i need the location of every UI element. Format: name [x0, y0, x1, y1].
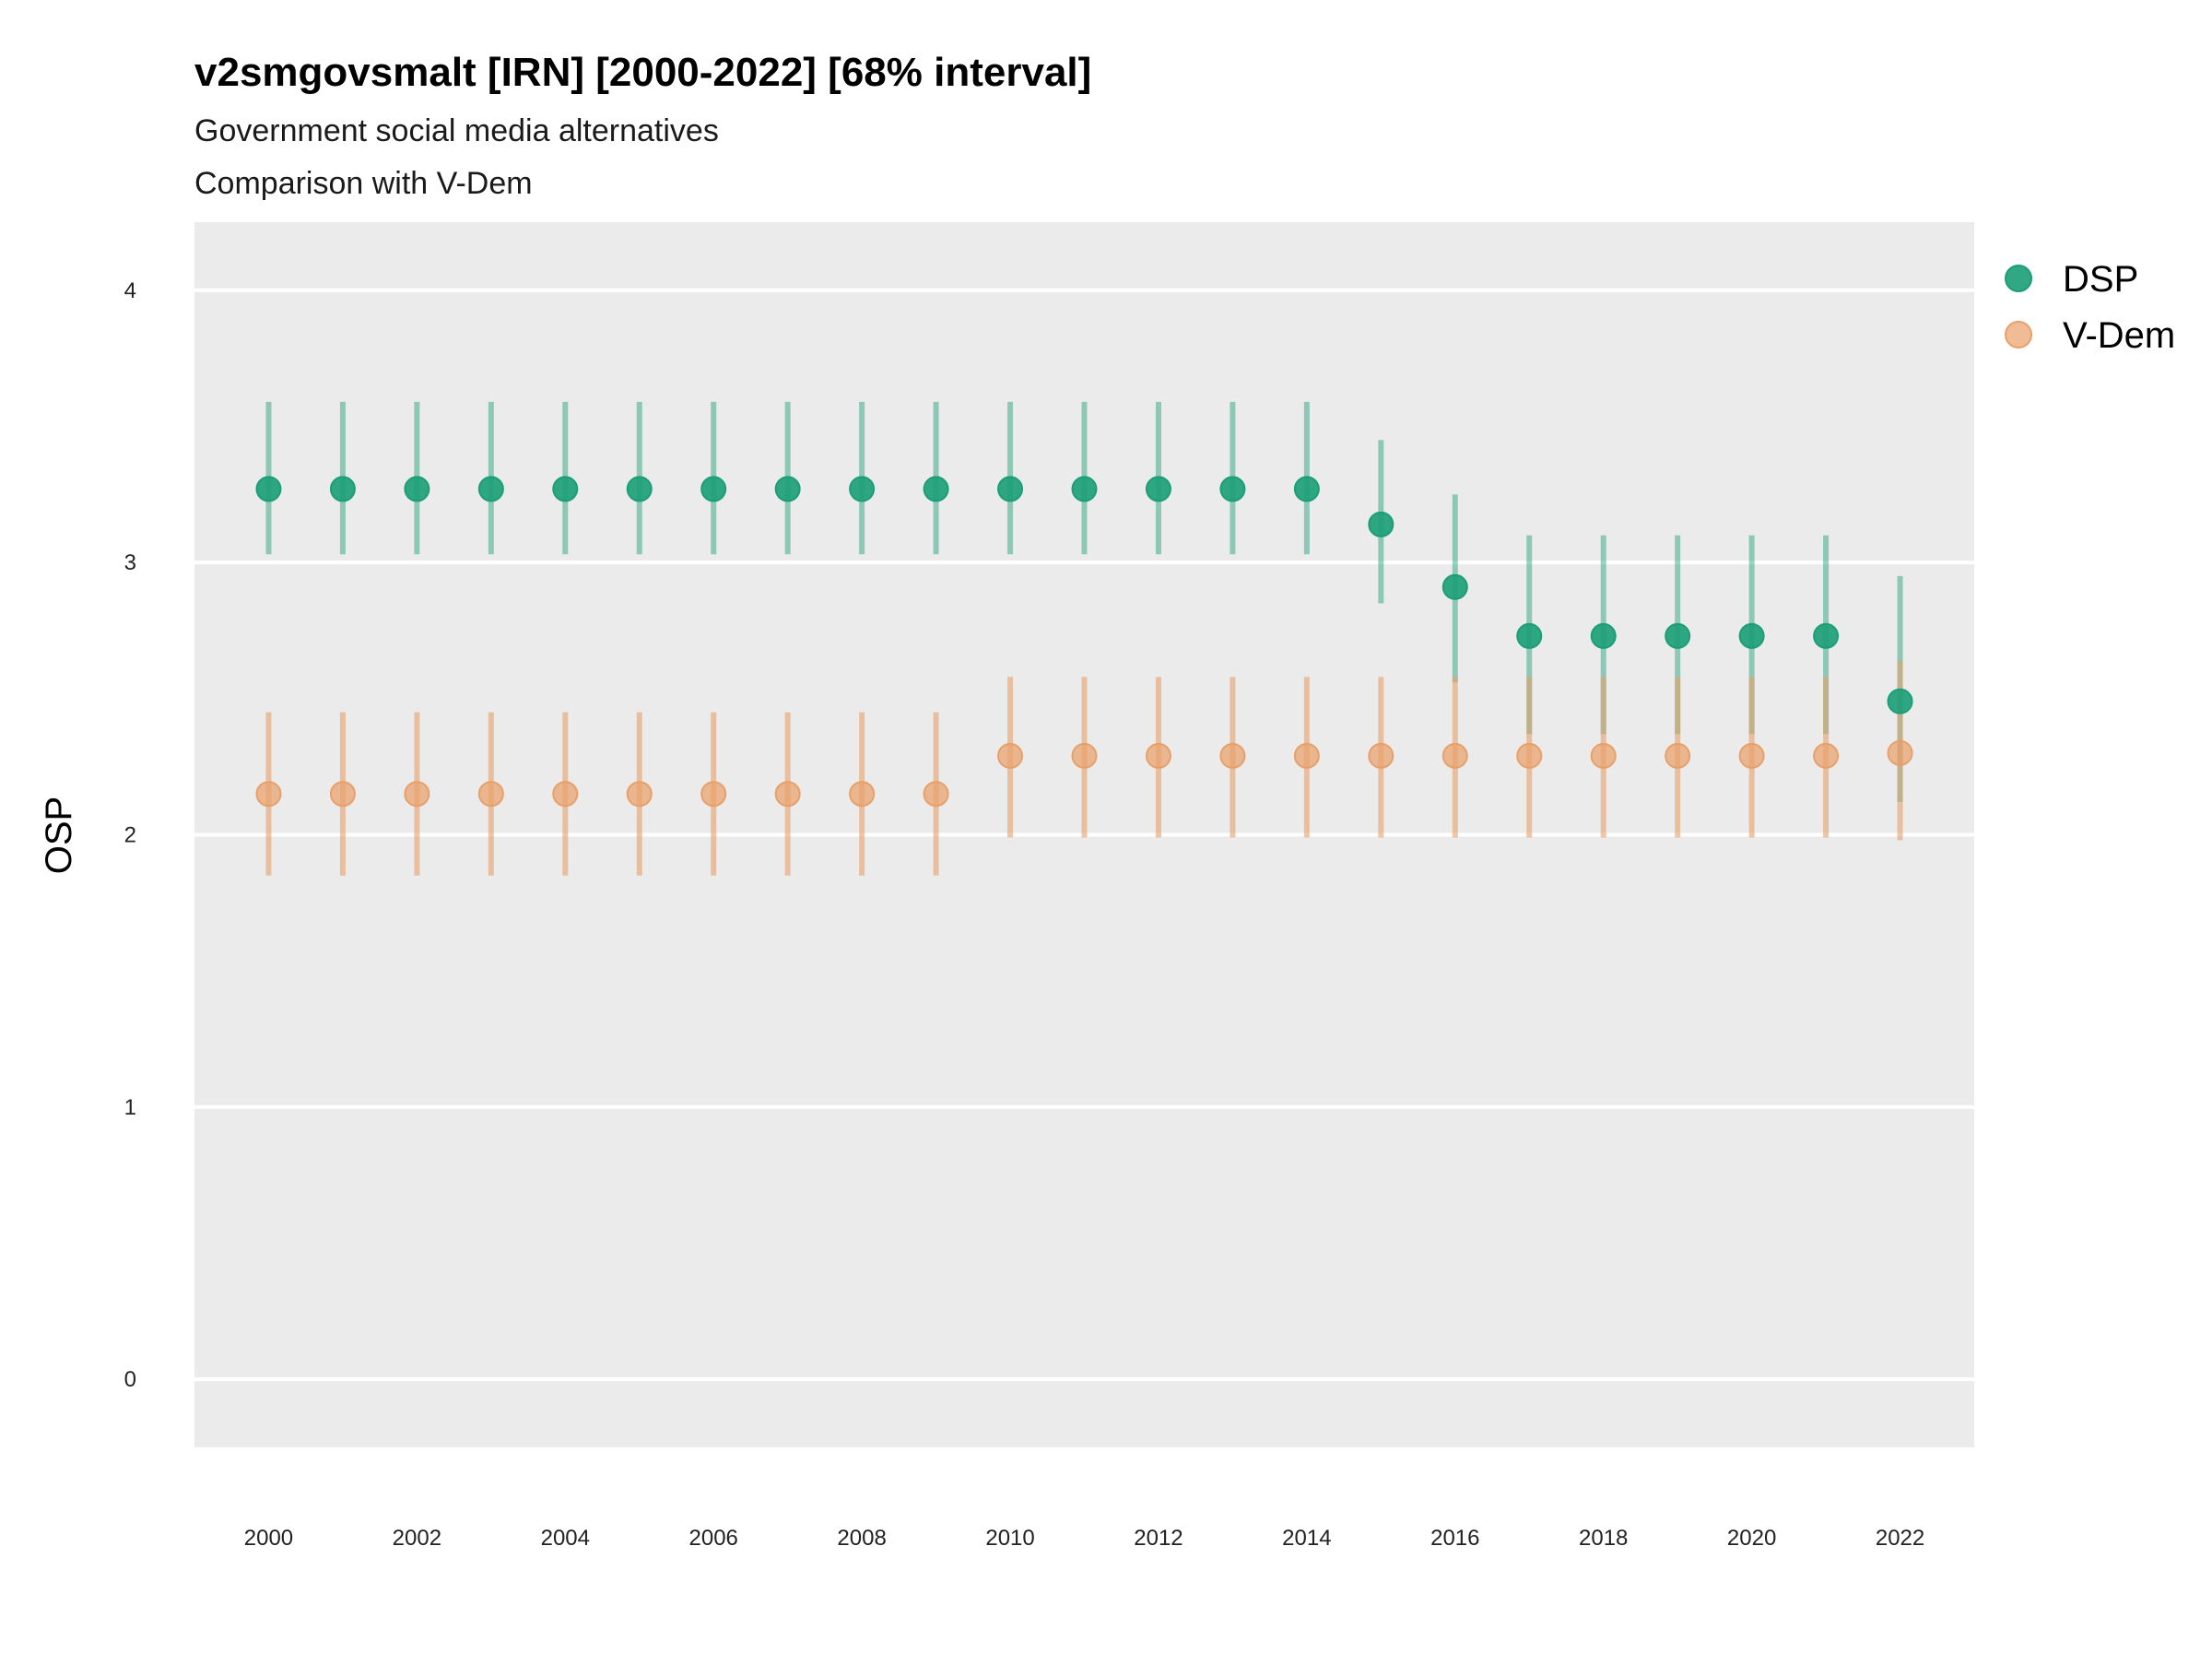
data-point	[1293, 476, 1320, 502]
data-point	[1219, 476, 1246, 502]
data-point	[997, 742, 1024, 769]
data-point	[1145, 476, 1171, 502]
data-point	[700, 781, 727, 808]
chart-title: v2smgovsmalt [IRN] [2000-2022] [68% inte…	[194, 50, 1091, 95]
y-tick-label: 1	[124, 1095, 136, 1120]
data-point	[477, 476, 504, 502]
legend: DSP V-Dem	[2005, 259, 2175, 356]
data-point	[1813, 742, 1840, 769]
data-point	[1738, 622, 1765, 649]
y-tick-label: 3	[124, 550, 136, 575]
data-point	[1071, 742, 1098, 769]
data-point	[1590, 742, 1617, 769]
data-point	[552, 781, 579, 808]
data-point	[255, 476, 282, 502]
data-point	[1738, 742, 1765, 769]
data-point	[700, 476, 727, 502]
data-marks	[255, 401, 1913, 876]
x-tick-label: 2020	[1727, 1526, 1776, 1551]
data-point	[552, 476, 579, 502]
x-axis-ticks: 2000 2002 2004 2006 2008 2010 2012 2014 2016 2018…	[244, 1526, 1924, 1551]
x-tick-label: 2022	[1876, 1526, 1924, 1551]
x-tick-label: 2006	[689, 1526, 738, 1551]
x-tick-label: 2004	[541, 1526, 590, 1551]
data-point	[1516, 622, 1543, 649]
data-point	[1441, 573, 1468, 600]
data-point	[1887, 739, 1913, 766]
legend-marker	[2005, 265, 2032, 292]
x-tick-label: 2014	[1282, 1526, 1331, 1551]
legend-label: V-Dem	[2063, 315, 2175, 356]
x-tick-label: 2012	[1134, 1526, 1182, 1551]
data-point	[404, 476, 430, 502]
data-point	[477, 781, 504, 808]
data-point	[923, 781, 949, 808]
x-tick-label: 2008	[837, 1526, 886, 1551]
y-axis-ticks: 0 1 2 3 4	[124, 278, 136, 1392]
data-point	[849, 476, 876, 502]
data-point	[626, 476, 653, 502]
chart-subtitle-2: Comparison with V-Dem	[194, 166, 533, 201]
x-tick-label: 2010	[985, 1526, 1034, 1551]
data-point	[1071, 476, 1098, 502]
data-point	[774, 476, 801, 502]
data-point	[1368, 511, 1394, 537]
y-tick-label: 2	[124, 823, 136, 848]
data-point	[1219, 742, 1246, 769]
data-point	[404, 781, 430, 808]
data-point	[329, 476, 356, 502]
y-tick-label: 4	[124, 278, 136, 303]
data-point	[849, 781, 876, 808]
data-point	[1293, 742, 1320, 769]
data-point	[329, 781, 356, 808]
data-point	[1516, 742, 1543, 769]
x-tick-label: 2000	[244, 1526, 293, 1551]
data-point	[626, 781, 653, 808]
legend-label: DSP	[2063, 259, 2138, 300]
x-tick-label: 2018	[1579, 1526, 1628, 1551]
data-point	[1590, 622, 1617, 649]
data-point	[1665, 742, 1691, 769]
x-tick-label: 2016	[1430, 1526, 1479, 1551]
y-tick-label: 0	[124, 1367, 136, 1392]
data-point	[1145, 742, 1171, 769]
x-tick-label: 2002	[393, 1526, 441, 1551]
data-point	[774, 781, 801, 808]
data-point	[1665, 622, 1691, 649]
data-point	[923, 476, 949, 502]
data-point	[1441, 742, 1468, 769]
chart-subtitle: Government social media alternatives	[194, 113, 719, 148]
y-axis-label: OSP	[39, 797, 79, 874]
legend-marker	[2005, 321, 2032, 348]
data-point	[1368, 742, 1394, 769]
data-point	[997, 476, 1024, 502]
data-point	[1813, 622, 1840, 649]
data-point	[255, 781, 282, 808]
data-point	[1887, 688, 1913, 714]
